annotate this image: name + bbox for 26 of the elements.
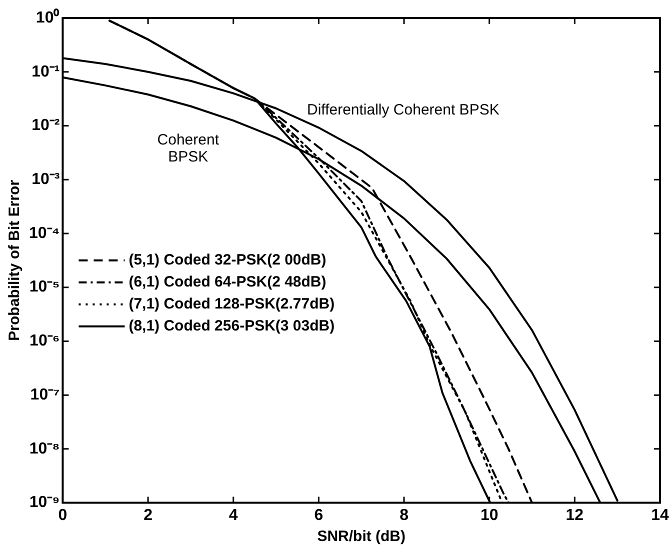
x-tick-label: 0 xyxy=(58,506,68,524)
x-tick-label: 4 xyxy=(228,506,238,524)
annotation: Differentially Coherent BPSK xyxy=(307,101,500,118)
y-tick-label: 10⁻⁵ xyxy=(29,278,60,296)
y-tick-label: 10⁻¹ xyxy=(32,63,60,80)
x-tick-label: 12 xyxy=(566,506,584,524)
x-tick-label: 6 xyxy=(314,506,324,524)
y-tick-label: 10⁻² xyxy=(32,117,60,134)
y-tick-label: 10⁻⁸ xyxy=(29,440,60,458)
x-tick-label: 8 xyxy=(400,506,409,524)
annotation: Coherent BPSK xyxy=(157,132,220,166)
x-tick-label: 10 xyxy=(480,506,498,524)
y-tick-label: 10⁻⁶ xyxy=(30,332,60,350)
x-tick-label: 2 xyxy=(144,506,153,524)
y-axis-title: Probability of Bit Error xyxy=(6,180,24,341)
y-tick-label: 10⁻⁹ xyxy=(29,494,60,512)
y-tick-label: 10⁻⁴ xyxy=(28,224,60,242)
y-tick-label: 10⁻⁷ xyxy=(30,386,60,404)
legend-label: (7,1) Coded 128-PSK(2.77dB) xyxy=(128,296,335,313)
x-axis-title: SNR/bit (dB) xyxy=(317,528,406,546)
legend-label: (8,1) Coded 256-PSK(3 03dB) xyxy=(128,318,335,335)
x-tick-label: 14 xyxy=(651,506,669,524)
y-tick-label: 10⁻³ xyxy=(32,171,60,188)
legend-label: (5,1) Coded 32-PSK(2 00dB) xyxy=(128,252,326,269)
y-tick-label: 10⁰ xyxy=(36,8,60,26)
legend-label: (6,1) Coded 64-PSK(2 48dB) xyxy=(128,274,326,291)
